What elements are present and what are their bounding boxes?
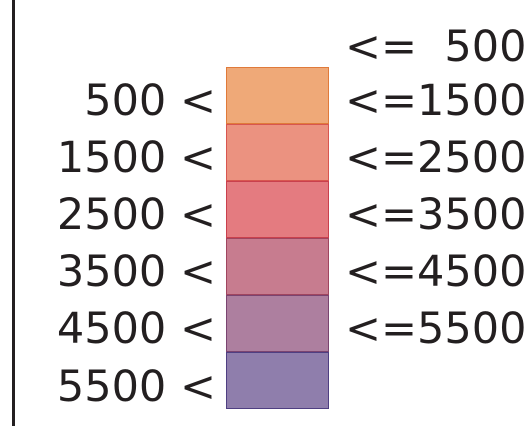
legend-upper-label-5: <=5500	[345, 304, 527, 354]
legend-lower-label-2: 1500 <	[56, 133, 216, 183]
legend-lower-label-3: 2500 <	[56, 190, 216, 240]
legend-swatch-1	[226, 67, 329, 124]
legend-swatch-4	[226, 238, 329, 295]
legend-lower-label-1: 500 <	[84, 76, 216, 126]
legend-upper-label-2: <=2500	[345, 133, 527, 183]
legend-upper-label-4: <=4500	[345, 247, 527, 297]
legend-top-label: <= 500	[345, 22, 527, 72]
legend-upper-label-3: <=3500	[345, 190, 527, 240]
legend-swatch-2	[226, 124, 329, 181]
legend-lower-label-4: 3500 <	[56, 247, 216, 297]
legend-frame	[12, 0, 530, 426]
legend-lower-label-6: 5500 <	[56, 362, 216, 412]
legend-upper-label-1: <=1500	[345, 76, 527, 126]
legend-swatch-5	[226, 295, 329, 352]
legend-lower-label-5: 4500 <	[56, 304, 216, 354]
legend-swatch-6	[226, 352, 329, 409]
legend-swatch-3	[226, 181, 329, 238]
